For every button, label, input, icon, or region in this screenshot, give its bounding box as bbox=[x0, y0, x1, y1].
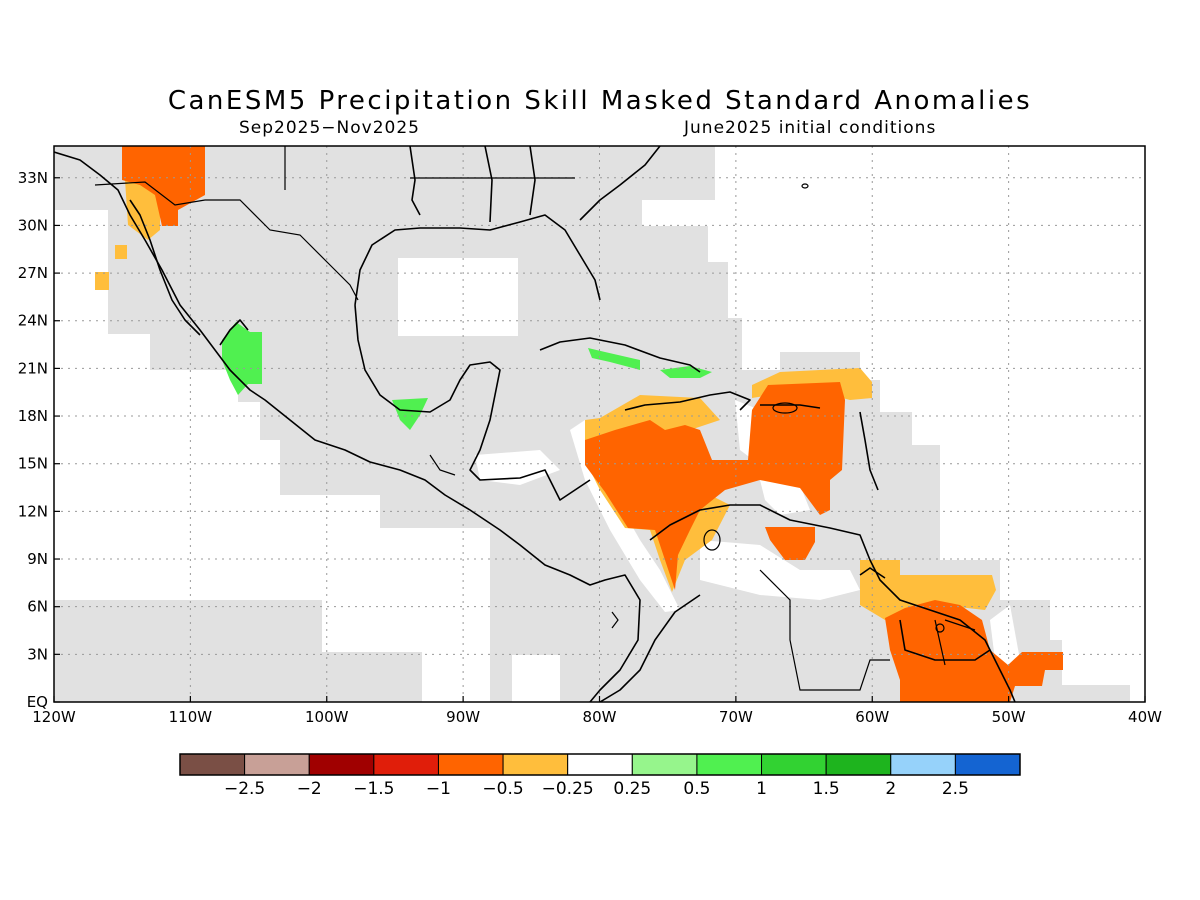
colorbar-label: 0.5 bbox=[683, 779, 710, 799]
lon-tick-label: 100W bbox=[305, 708, 349, 726]
colorbar-label: −0.5 bbox=[482, 779, 523, 799]
lat-tick-label: 24N bbox=[18, 312, 48, 330]
lat-tick-label: 9N bbox=[27, 550, 48, 568]
lat-tick-label: 21N bbox=[18, 359, 48, 377]
graticule bbox=[54, 146, 1145, 702]
initial-conditions: June2025 initial conditions bbox=[684, 118, 937, 138]
lat-tick-label: 3N bbox=[27, 645, 48, 663]
chart-title: CanESM5 Precipitation Skill Masked Stand… bbox=[167, 86, 1033, 116]
lat-tick-label: 12N bbox=[18, 502, 48, 520]
colorbar-label: 1 bbox=[756, 779, 767, 799]
lat-tick-label: 15N bbox=[18, 455, 48, 473]
forecast-period: Sep2025−Nov2025 bbox=[239, 118, 420, 138]
colorbar-swatch bbox=[437, 753, 504, 776]
anomaly-green bbox=[222, 322, 712, 430]
colorbar-label: −0.25 bbox=[542, 779, 594, 799]
lat-tick-label: 18N bbox=[18, 407, 48, 425]
colorbar-swatch bbox=[179, 753, 246, 776]
colorbar-label: −2 bbox=[297, 779, 322, 799]
anomaly-dark-orange bbox=[122, 146, 1063, 702]
colorbar-swatch bbox=[890, 753, 956, 776]
colorbar-swatch bbox=[825, 753, 892, 776]
colorbar-label: 2 bbox=[885, 779, 896, 799]
colorbar-swatch bbox=[308, 753, 375, 776]
lon-tick-label: 70W bbox=[719, 708, 753, 726]
lat-tick-label: 33N bbox=[18, 169, 48, 187]
lat-tick-label: EQ bbox=[27, 693, 48, 711]
colorbar-swatch bbox=[954, 753, 1021, 776]
colorbar-label: 2.5 bbox=[942, 779, 969, 799]
longitude-axis: 120W 110W 100W 90W 80W 70W 60W 50W 40W bbox=[32, 696, 1162, 726]
colorbar-label: −2.5 bbox=[224, 779, 265, 799]
islands bbox=[611, 183, 945, 633]
colorbar-label: 1.5 bbox=[813, 779, 840, 799]
coastlines bbox=[54, 146, 1016, 702]
colorbar-swatch bbox=[373, 753, 439, 776]
lat-tick-label: 30N bbox=[18, 216, 48, 234]
lon-tick-label: 120W bbox=[32, 708, 76, 726]
colorbar-label: 0.25 bbox=[613, 779, 651, 799]
lon-tick-label: 90W bbox=[446, 708, 480, 726]
lon-tick-label: 80W bbox=[583, 708, 617, 726]
lon-tick-label: 40W bbox=[1128, 708, 1162, 726]
colorbar-swatch bbox=[567, 753, 633, 776]
colorbar: −2.5 −2 −1.5 −1 −0.5 −0.25 0.25 0.5 1 1.5 2 2.5 bbox=[179, 753, 1021, 799]
colorbar-frame bbox=[179, 753, 1021, 776]
colorbar-swatch bbox=[761, 753, 827, 776]
colorbar-label: −1.5 bbox=[353, 779, 394, 799]
colorbar-swatch bbox=[244, 753, 310, 776]
lon-tick-label: 60W bbox=[855, 708, 889, 726]
latitude-axis: 33N 30N 27N 24N 21N 18N 15N 12N 9N 6N 3N EQ bbox=[18, 169, 60, 711]
lon-tick-label: 50W bbox=[992, 708, 1026, 726]
lat-tick-label: 27N bbox=[18, 264, 48, 282]
colorbar-swatch bbox=[696, 753, 763, 776]
colorbar-label: −1 bbox=[426, 779, 451, 799]
lon-tick-label: 110W bbox=[169, 708, 213, 726]
country-borders bbox=[94, 146, 976, 691]
colorbar-swatch bbox=[502, 753, 569, 776]
lat-tick-label: 6N bbox=[27, 598, 48, 616]
colorbar-swatch bbox=[631, 753, 698, 776]
